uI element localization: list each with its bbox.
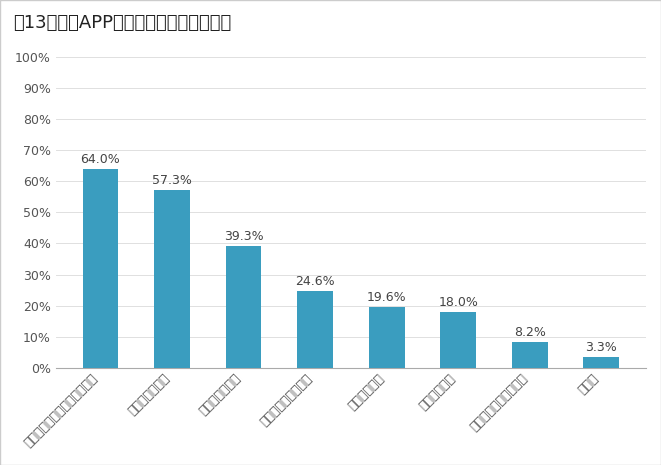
Bar [369, 307, 405, 368]
Bar [83, 169, 118, 368]
Text: 24.6%: 24.6% [295, 275, 335, 288]
Text: 19.6%: 19.6% [367, 291, 407, 304]
Bar [297, 291, 333, 368]
Text: 64.0%: 64.0% [81, 153, 120, 166]
Text: 18.0%: 18.0% [438, 296, 478, 309]
Bar [225, 246, 262, 368]
Text: 8.2%: 8.2% [514, 326, 546, 339]
Text: 39.3%: 39.3% [223, 230, 263, 243]
Bar [440, 312, 476, 368]
Text: 57.3%: 57.3% [152, 174, 192, 186]
Text: 图13：手机APP出现个人安全问题的原因: 图13：手机APP出现个人安全问题的原因 [13, 14, 231, 32]
Text: 3.3%: 3.3% [586, 341, 617, 354]
Bar [512, 342, 547, 368]
Bar [584, 358, 619, 368]
Bar [154, 190, 190, 368]
